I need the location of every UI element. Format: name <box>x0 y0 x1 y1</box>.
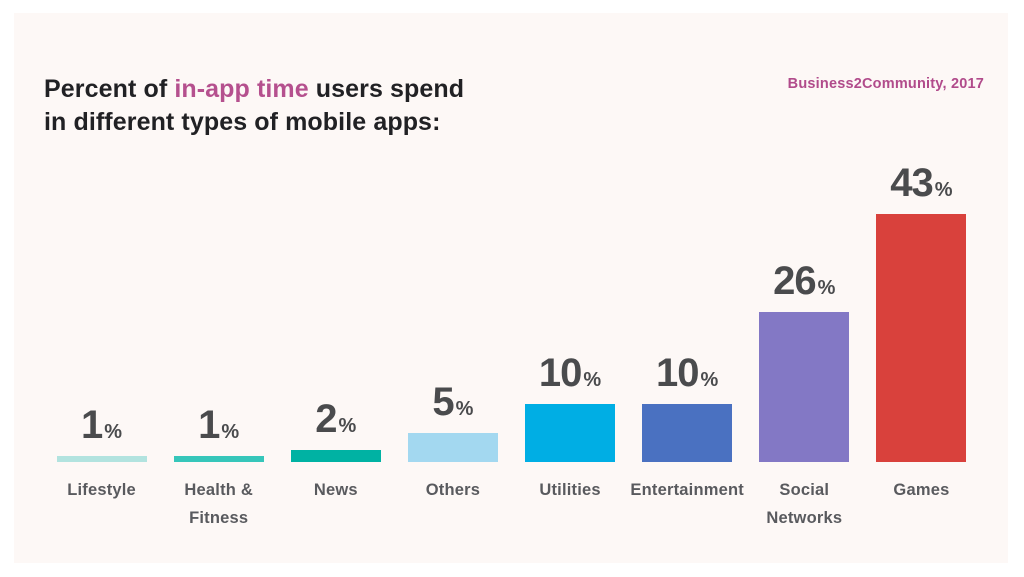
bar-games <box>876 214 967 462</box>
percent-sign: % <box>221 421 240 443</box>
value-number: 43 <box>890 161 933 205</box>
bar-health-fitness <box>173 456 264 462</box>
title-text: users spend <box>308 75 465 103</box>
value-label-social-networks: 26% <box>773 261 835 301</box>
bar-group-lifestyle: 1% <box>43 152 160 462</box>
value-number: 5 <box>432 380 454 424</box>
value-label-news: 2% <box>315 399 356 439</box>
category-axis: Lifestyle Health & Fitness News Others U… <box>43 476 980 532</box>
percent-sign: % <box>104 421 123 443</box>
percent-sign: % <box>338 415 357 437</box>
value-label-others: 5% <box>432 382 473 422</box>
title-line2: in different types of mobile apps: <box>44 108 441 136</box>
category-label-lifestyle: Lifestyle <box>67 481 136 499</box>
bar-group-others: 5% <box>394 152 511 462</box>
bar-group-utilities: 10% <box>512 152 629 462</box>
title-highlight: in-app time <box>174 75 309 103</box>
value-label-entertainment: 10% <box>656 353 718 393</box>
title-text: Percent of <box>44 75 175 103</box>
percent-sign: % <box>700 369 719 391</box>
bar-group-games: 43% <box>863 152 980 462</box>
category-label-others: Others <box>425 481 481 499</box>
category-label-games: Games <box>893 481 950 499</box>
value-number: 10 <box>656 351 699 395</box>
percent-sign: % <box>817 277 836 299</box>
value-number: 26 <box>773 259 816 303</box>
value-label-health-fitness: 1% <box>198 405 239 445</box>
value-label-games: 43% <box>890 163 952 203</box>
bar-lifestyle <box>56 456 147 462</box>
value-number: 10 <box>538 351 582 395</box>
bar-chart: 1% 1% 2% 5% 10% 10% <box>43 152 980 462</box>
category-label-health-fitness: Health & Fitness <box>184 481 253 527</box>
category-label-entertainment: Entertainment <box>630 481 744 499</box>
bar-group-social-networks: 26% <box>746 152 863 462</box>
category-label-utilities: Utilities <box>539 481 601 499</box>
bar-social-networks <box>759 312 850 462</box>
category-label-social-networks: Social Networks <box>766 481 843 527</box>
bar-group-entertainment: 10% <box>629 152 746 462</box>
value-label-utilities: 10% <box>539 353 601 393</box>
percent-sign: % <box>934 179 953 201</box>
chart-title: Percent of in-app time users spend in dif… <box>44 73 584 139</box>
percent-sign: % <box>583 369 602 391</box>
percent-sign: % <box>455 398 474 420</box>
value-number: 1 <box>198 403 220 447</box>
chart-card: Percent of in-app time users spend in dif… <box>14 13 1008 563</box>
value-number: 1 <box>81 403 103 447</box>
value-label-lifestyle: 1% <box>81 405 122 445</box>
bar-others <box>407 433 498 462</box>
bar-group-news: 2% <box>277 152 394 462</box>
bar-utilities <box>525 404 616 462</box>
value-number: 2 <box>315 397 337 441</box>
category-label-news: News <box>313 481 358 499</box>
source-attribution: Business2Community, 2017 <box>787 76 984 92</box>
bar-group-health-fitness: 1% <box>160 152 277 462</box>
bar-entertainment <box>642 404 733 462</box>
bar-news <box>290 450 381 462</box>
